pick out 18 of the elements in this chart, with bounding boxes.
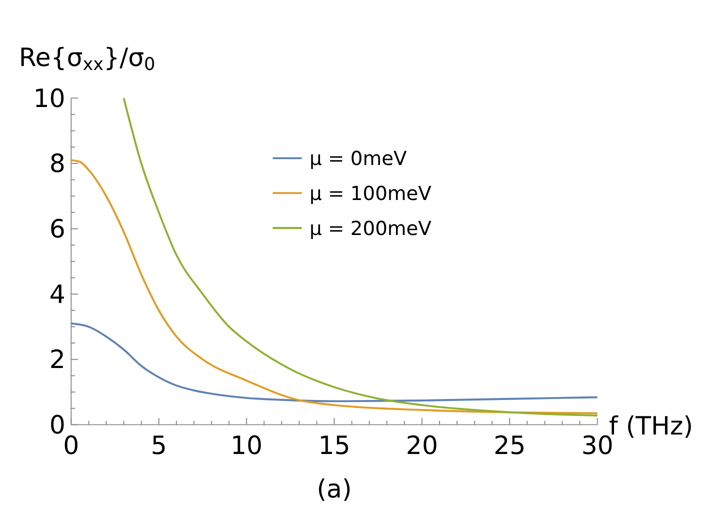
legend-label: μ = 200meV [310,216,432,240]
legend-label: μ = 0meV [310,146,408,170]
x-tick-label: 20 [406,430,438,460]
line-series [122,97,598,417]
x-tick-label: 15 [318,430,350,460]
y-tick-label: 10 [33,84,66,113]
line-series [70,322,598,402]
y-tick-label: 6 [49,214,66,244]
y-tick-label: 2 [49,345,66,374]
text: (a) [316,474,352,504]
x-tick-label: 25 [494,430,526,460]
y-tick-label: 0 [49,410,66,440]
x-tick-label: 10 [230,430,263,460]
legend-label: μ = 100meV [310,182,432,205]
y-tick-label: 4 [49,280,66,309]
y-axis-title: Re{σ$_{xx}$}/σ$_{0}$ [18,43,156,75]
x-tick-label: 5 [150,430,167,460]
y-tick-label: 8 [49,149,66,178]
